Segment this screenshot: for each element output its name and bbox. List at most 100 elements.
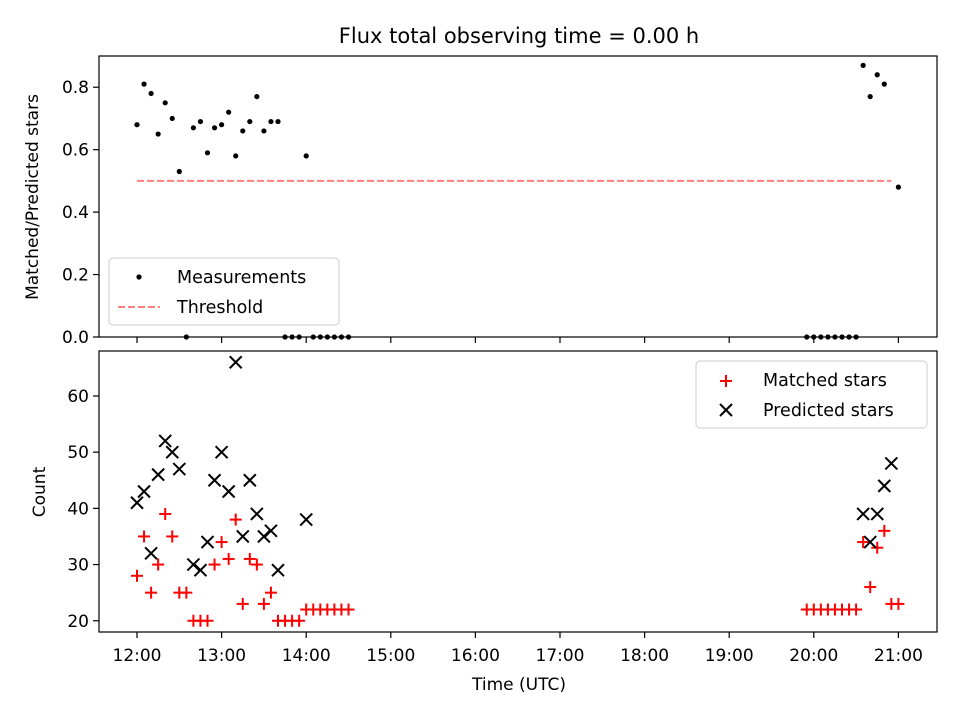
measurement-point: [261, 128, 267, 134]
measurement-point: [169, 115, 175, 122]
measurement-point: [197, 118, 204, 125]
legend-measurements-marker: [136, 274, 142, 280]
measurement-point: [211, 125, 218, 131]
matched-star-point: [159, 507, 172, 520]
top-plot-panel: Flux total observing time = 0.00 h 0.0 0.…: [23, 24, 938, 348]
bottom-x-tick-label: 16:00: [451, 646, 500, 666]
predicted-star-point: [856, 507, 870, 521]
matched-star-point: [222, 552, 235, 565]
measurement-point: [303, 153, 309, 159]
predicted-star-point: [863, 535, 877, 549]
bottom-legend-box: [695, 360, 928, 429]
predicted-star-point: [243, 473, 257, 487]
predicted-star-point: [144, 546, 158, 561]
matched-star-point: [229, 513, 242, 526]
predicted-star-point: [884, 456, 899, 471]
top-y-tick-label: 0.0: [62, 328, 89, 348]
bottom-x-tick-label: 15:00: [366, 646, 415, 666]
measurement-point: [190, 125, 196, 131]
top-legend-box: [108, 257, 340, 326]
predicted-star-point: [137, 484, 151, 499]
bottom-y-tick-label: 40: [67, 499, 89, 519]
predicted-star-point: [877, 479, 892, 493]
bottom-x-tick-label: 18:00: [620, 646, 669, 666]
bottom-plot-panel: 20 30 40 50 60 12:00 13:00 14:00 15:00 16:00 17:0…: [30, 350, 938, 695]
legend-matched-label: Matched stars: [763, 371, 887, 391]
bottom-x-tick-label: 17:00: [536, 646, 585, 666]
predicted-star-point: [200, 535, 215, 549]
measurement-point: [247, 118, 253, 125]
predicted-star-point: [207, 473, 222, 487]
bottom-x-tick-label: 14:00: [282, 646, 331, 666]
measurement-point: [275, 118, 281, 125]
bottom-x-axis-label: Time (UTC): [471, 675, 566, 695]
matched-star-point: [864, 581, 877, 594]
legend-threshold-label: Threshold: [176, 298, 263, 318]
measurement-point: [254, 93, 260, 100]
measurement-point: [141, 81, 147, 87]
predicted-star-point: [130, 496, 144, 510]
matched-star-point: [243, 552, 256, 565]
legend-matched-marker: [720, 375, 732, 387]
predicted-star-point: [214, 445, 229, 459]
matched-star-point: [342, 603, 355, 616]
measurement-point: [134, 122, 140, 128]
measurement-point: [860, 62, 866, 68]
matched-star-point: [257, 597, 270, 610]
matched-star-point: [152, 558, 165, 571]
predicted-star-point: [299, 512, 313, 527]
predicted-star-point: [165, 445, 179, 459]
top-plot-frame: [98, 55, 938, 338]
matched-star-point: [878, 524, 891, 537]
predicted-star-point: [172, 462, 187, 476]
bottom-x-tick-label: 21:00: [874, 646, 923, 666]
matched-star-point: [180, 586, 193, 599]
predicted-star-point: [257, 529, 271, 544]
bottom-y-tick-label: 20: [67, 612, 89, 632]
bottom-legend: Matched stars Predicted stars: [695, 360, 928, 429]
predicted-star-point: [228, 355, 243, 369]
top-y-tick-label: 0.4: [62, 203, 89, 223]
predicted-star-point: [193, 563, 208, 577]
measurement-point: [240, 128, 246, 134]
measurement-point: [233, 153, 239, 159]
matched-star-point: [131, 569, 143, 582]
measurement-point: [226, 109, 232, 115]
matched-star-point: [871, 541, 884, 554]
matched-star-point: [215, 536, 228, 549]
top-y-axis-label: Matched/Predicted stars: [23, 94, 43, 300]
bottom-x-tick-label: 13:00: [197, 646, 246, 666]
matched-star-point: [166, 530, 179, 543]
bottom-x-tick-label: 12:00: [113, 646, 162, 666]
bottom-y-tick-label: 30: [67, 556, 89, 576]
measurement-point: [867, 93, 873, 100]
measurement-point: [881, 81, 887, 87]
predicted-star-point: [186, 557, 201, 572]
matched-star-point: [250, 558, 263, 571]
bottom-y-axis-label: Count: [30, 466, 50, 517]
matched-star-point: [264, 586, 277, 599]
bottom-x-tick-label: 19:00: [705, 646, 754, 666]
measurement-point: [148, 90, 154, 97]
measurement-point: [162, 100, 168, 106]
bottom-y-tick-label: 50: [67, 443, 89, 463]
matched-star-point: [138, 530, 151, 543]
predicted-star-point: [250, 507, 264, 521]
legend-predicted-label: Predicted stars: [763, 401, 894, 421]
measurement-point: [176, 168, 182, 175]
bottom-x-tick-label: 20:00: [789, 646, 838, 666]
measurement-point: [204, 150, 211, 156]
matched-star-point: [850, 603, 863, 616]
measurement-point: [155, 131, 161, 137]
matched-star-point: [145, 586, 158, 599]
measurement-point: [874, 72, 880, 78]
predicted-star-point: [151, 467, 165, 482]
matched-star-point: [293, 614, 306, 627]
predicted-star-point: [221, 484, 236, 499]
matched-star-point: [857, 536, 870, 549]
predicted-star-point: [264, 524, 278, 538]
top-plot-title: Flux total observing time = 0.00 h: [339, 24, 699, 48]
top-y-tick-label: 0.6: [62, 141, 89, 161]
matched-star-point: [201, 614, 214, 627]
measurement-point: [219, 122, 225, 128]
